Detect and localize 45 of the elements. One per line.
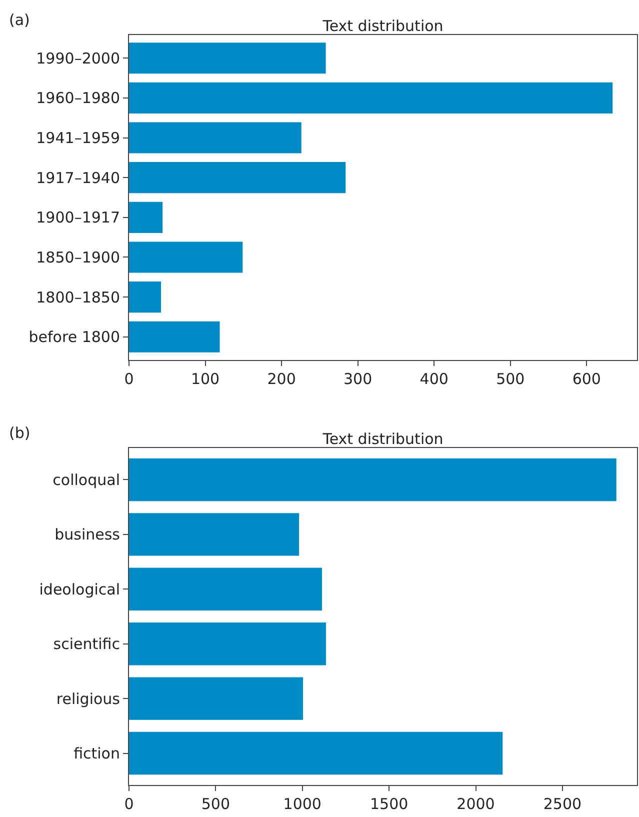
bar bbox=[129, 82, 613, 114]
x-tick-label: 400 bbox=[420, 370, 448, 388]
bar bbox=[129, 732, 503, 775]
y-tick-label: fiction bbox=[74, 744, 120, 763]
text: (b) bbox=[9, 424, 30, 442]
x-tick-label: 0 bbox=[124, 370, 134, 388]
y-tick-label: 1900–1917 bbox=[36, 208, 120, 227]
bar bbox=[129, 677, 304, 720]
chart-title: Text distribution bbox=[322, 17, 444, 35]
bar bbox=[129, 513, 300, 556]
bar bbox=[129, 122, 302, 154]
chart-title: Text distribution bbox=[322, 430, 444, 448]
x-tick-label: 200 bbox=[267, 370, 296, 388]
bar bbox=[129, 162, 346, 194]
y-tick-label: 1990–2000 bbox=[36, 49, 120, 68]
y-tick-label: 1800–1850 bbox=[36, 288, 120, 306]
x-tick-label: 0 bbox=[124, 795, 134, 813]
y-tick-label: 1960–1980 bbox=[36, 89, 120, 108]
bar bbox=[129, 458, 616, 502]
x-tick-label: 100 bbox=[190, 370, 220, 388]
bar bbox=[129, 321, 220, 352]
bar bbox=[129, 42, 326, 74]
bar bbox=[129, 282, 162, 313]
x-tick-label: 2500 bbox=[543, 795, 582, 813]
y-tick-label: 1941–1959 bbox=[36, 129, 120, 148]
y-tick-label: business bbox=[54, 526, 120, 544]
bar bbox=[129, 202, 163, 233]
x-tick-label: 1500 bbox=[370, 795, 408, 813]
x-tick-label: 1000 bbox=[283, 795, 322, 813]
x-tick-label: 2000 bbox=[456, 795, 495, 813]
bar bbox=[129, 242, 243, 273]
x-tick-label: 500 bbox=[496, 370, 525, 388]
bar bbox=[129, 622, 326, 666]
text: (a) bbox=[9, 11, 30, 29]
x-tick-label: 500 bbox=[201, 795, 230, 813]
y-tick-label: ideological bbox=[39, 580, 120, 598]
y-tick-label: 1917–1940 bbox=[36, 168, 120, 187]
y-tick-label: 1850–1900 bbox=[36, 248, 120, 266]
y-tick-label: colloqual bbox=[52, 470, 120, 489]
bar bbox=[129, 568, 322, 610]
y-tick-label: religious bbox=[56, 690, 120, 708]
y-tick-label: before 1800 bbox=[28, 328, 120, 346]
x-tick-label: 300 bbox=[344, 370, 372, 388]
x-tick-label: 600 bbox=[572, 370, 601, 388]
y-tick-label: scientific bbox=[53, 635, 120, 654]
